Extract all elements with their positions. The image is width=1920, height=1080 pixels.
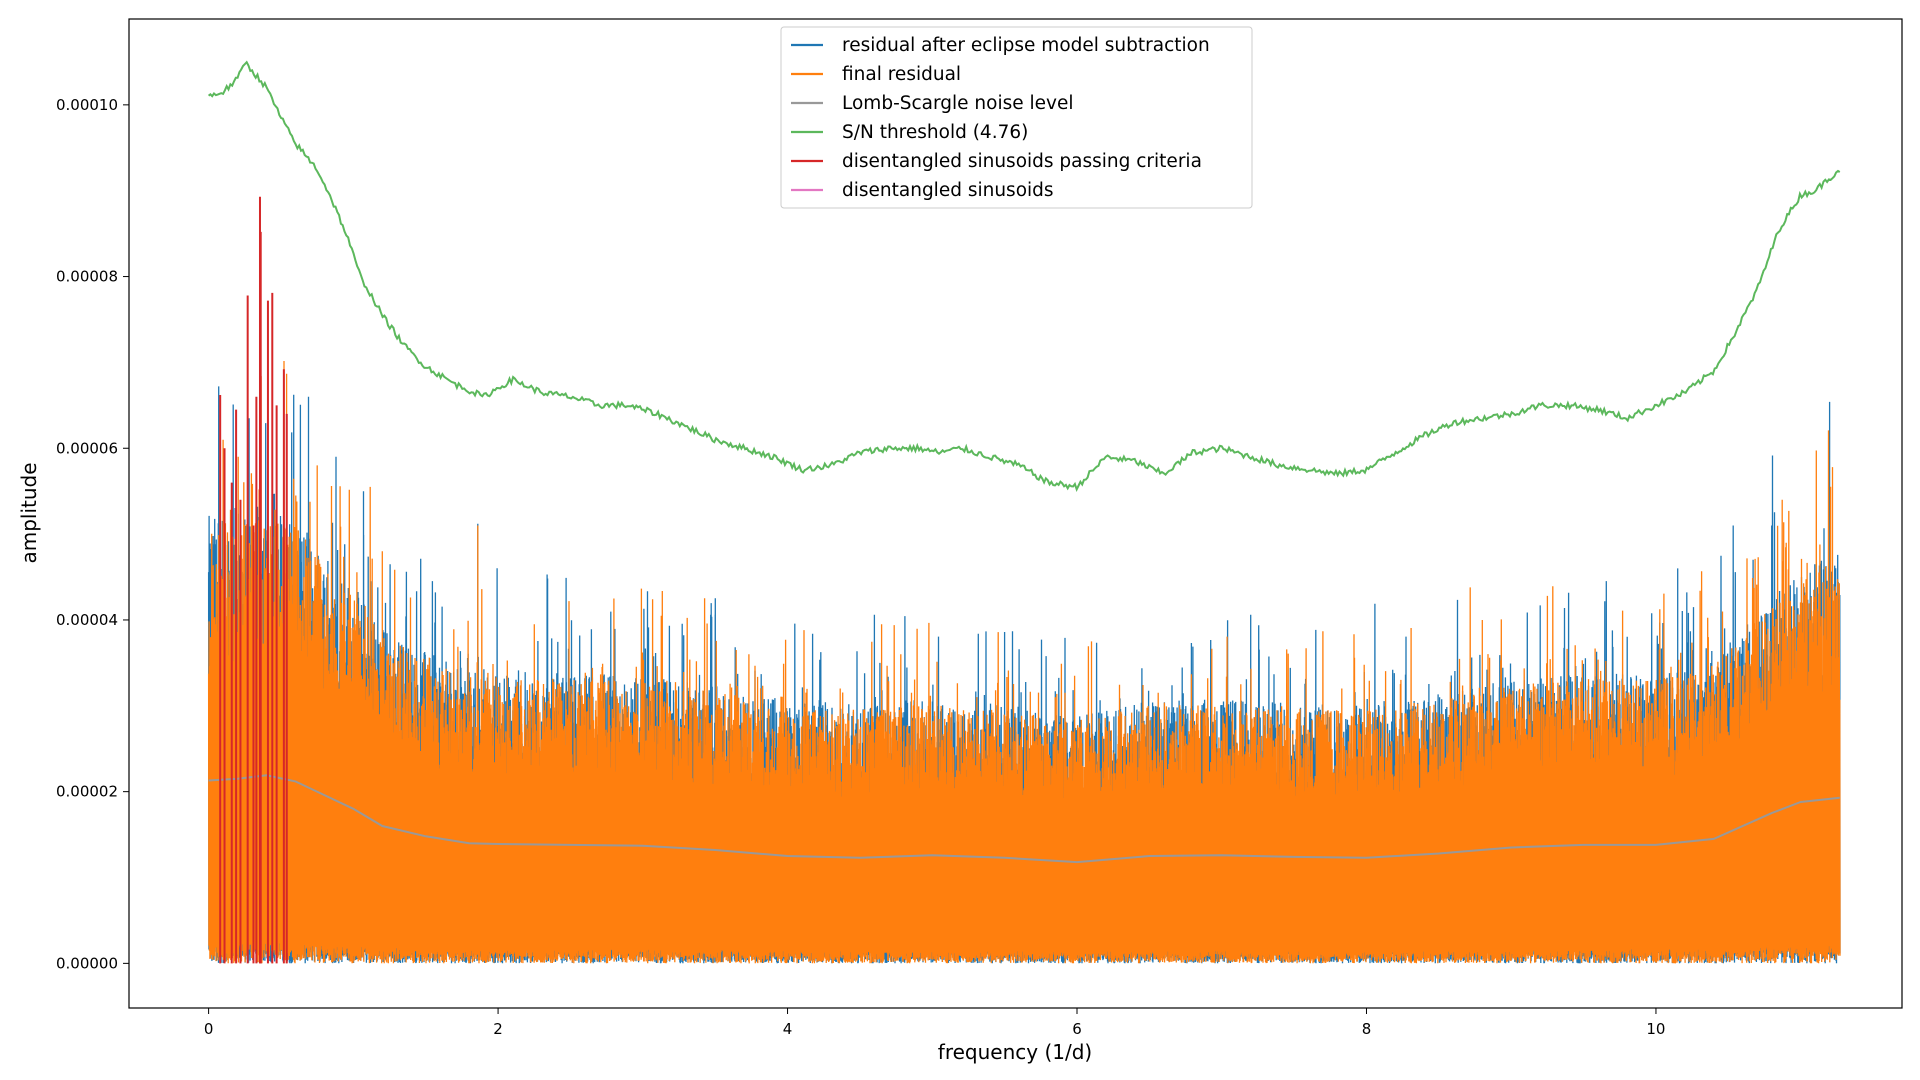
x-tick-label: 4 [783,1020,793,1038]
series-layer [207,60,1841,964]
x-tick-label: 0 [204,1020,214,1038]
y-axis-label: amplitude [17,462,41,563]
x-tick-label: 10 [1646,1020,1665,1038]
legend-label: S/N threshold (4.76) [842,122,1028,143]
x-axis: 0 2 4 6 8 10 [204,1008,1665,1038]
x-tick-label: 2 [493,1020,503,1038]
x-tick-label: 6 [1072,1020,1082,1038]
y-tick-label: 0.00002 [56,783,118,801]
x-tick-label: 8 [1362,1020,1372,1038]
y-tick-label: 0.00004 [56,611,118,629]
legend-box [780,26,1253,209]
y-tick-label: 0.00010 [56,96,118,114]
legend-label: Lomb-Scargle noise level [842,93,1074,114]
legend-label: disentangled sinusoids [842,180,1054,201]
legend-label: final residual [842,64,961,85]
legend-label: residual after eclipse model subtraction [842,35,1210,56]
series-sn-threshold [207,60,1841,493]
legend: residual after eclipse model subtraction… [780,26,1253,209]
series-noise-level [208,774,1840,864]
y-axis: 0.00000 0.00002 0.00004 0.00006 0.00008 0.000… [56,96,129,972]
x-axis-label: frequency (1/d) [938,1040,1092,1064]
y-tick-label: 0.00008 [56,268,118,286]
y-tick-label: 0.00006 [56,439,118,457]
legend-label: disentangled sinusoids passing criteria [842,151,1202,172]
y-tick-label: 0.00000 [56,954,118,972]
